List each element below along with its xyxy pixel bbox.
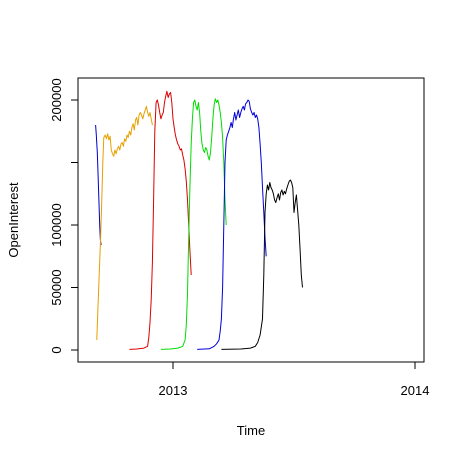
series-line-1 <box>95 124 102 246</box>
series-line-3 <box>129 90 192 350</box>
series-line-2 <box>96 105 153 341</box>
x-axis: 2013 2014 <box>159 362 430 398</box>
plot-frame <box>77 77 425 363</box>
y-tick-label: 50000 <box>49 269 64 305</box>
y-axis-title: OpenInterest <box>6 182 21 258</box>
series-lines <box>95 90 303 350</box>
series-line-4 <box>160 98 227 350</box>
series-line-5 <box>197 99 267 350</box>
series-line-6 <box>221 179 303 350</box>
y-axis: 0 50000 100000 200000 <box>49 78 79 354</box>
x-axis-title: Time <box>237 423 265 438</box>
y-tick-label: 0 <box>49 346 64 353</box>
x-tick-label: 2014 <box>401 383 430 398</box>
y-tick-label: 100000 <box>49 203 64 246</box>
y-tick-label: 200000 <box>49 78 64 121</box>
x-tick-label: 2013 <box>159 383 188 398</box>
